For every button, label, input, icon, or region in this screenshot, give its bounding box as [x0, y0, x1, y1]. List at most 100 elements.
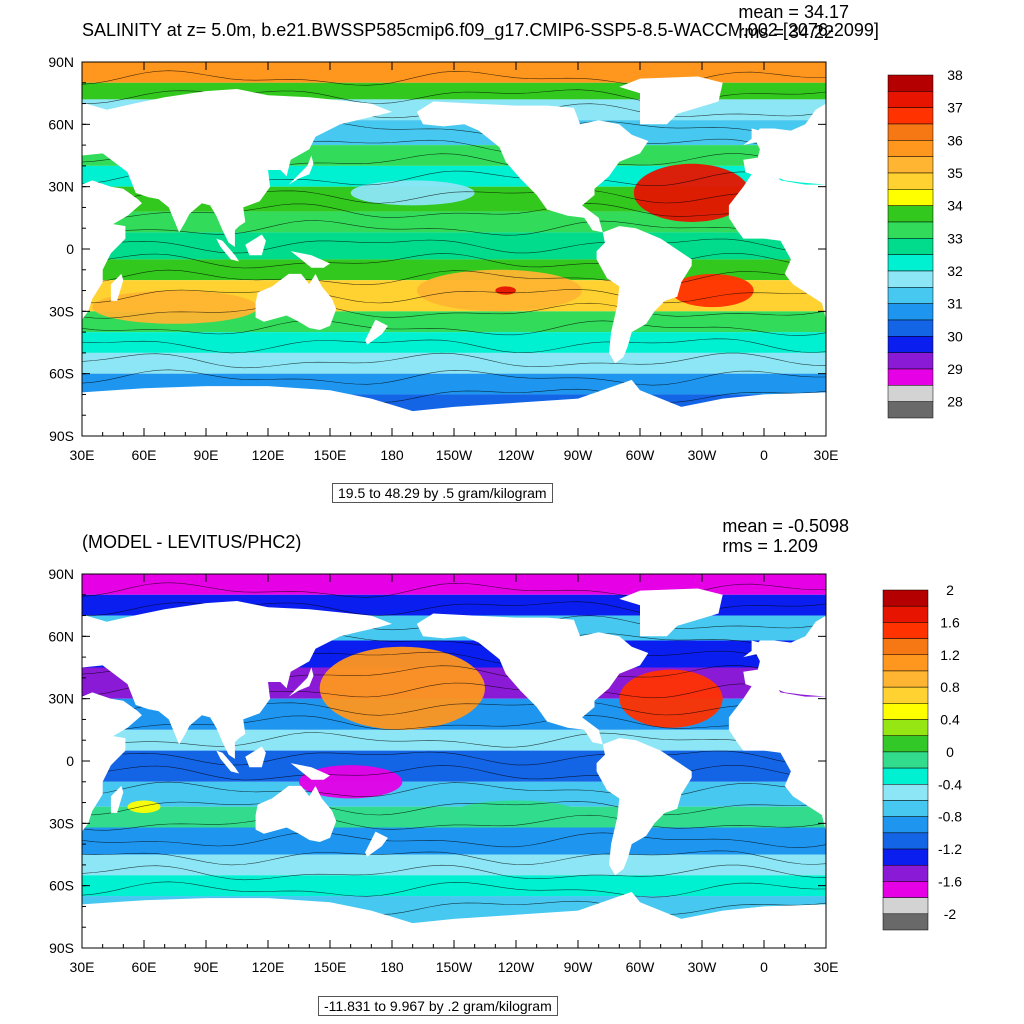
contour-line — [82, 369, 826, 386]
land-mass — [82, 891, 826, 948]
colorbar-swatch — [887, 172, 934, 190]
contour-info-box: -11.831 to 9.967 by .2 gram/kilogram — [318, 996, 558, 1016]
land-mass — [728, 103, 826, 320]
x-tick-label: 0 — [760, 959, 768, 975]
colorbar-label: -0.4 — [938, 776, 962, 792]
x-tick-label: 30W — [688, 959, 718, 975]
land-mass — [416, 101, 649, 233]
x-tick-label: 150W — [436, 447, 473, 463]
land-mass — [82, 692, 142, 832]
y-tick-label: 60S — [49, 878, 74, 894]
colorbar-label: 0 — [946, 744, 954, 760]
colorbar-label: 38 — [947, 67, 963, 83]
x-tick-label: 30E — [814, 447, 839, 463]
salinity-panel: SALINITY at z= 5.0m, b.e21.BWSSP585cmip6… — [48, 2, 963, 503]
colorbar-label: -2 — [944, 906, 957, 922]
x-tick-label: 60W — [626, 959, 656, 975]
y-tick-label: 90S — [49, 940, 74, 956]
ocean-field — [82, 62, 826, 436]
contour-line — [82, 302, 826, 319]
colorbar-label: 36 — [947, 132, 963, 148]
land-mass — [290, 251, 330, 268]
salinity-map: 30E 60E 90E 120E 150E 180 150W 120W 90W 60W 30W 0 30… — [48, 54, 963, 463]
colorbar-swatch — [887, 156, 934, 174]
land-mass — [255, 273, 337, 330]
contour-line — [82, 850, 826, 866]
land-mass — [82, 89, 392, 247]
colorbar-label: 2 — [946, 582, 954, 598]
colorbar-swatch — [882, 686, 929, 704]
colorbar-swatch — [887, 140, 934, 157]
colorbar-swatch — [882, 589, 929, 607]
colorbar-swatch — [882, 670, 929, 688]
chart-title: SALINITY at z= 5.0m, b.e21.BWSSP585cmip6… — [82, 20, 879, 40]
contour-line — [82, 781, 826, 798]
x-tick-label: 0 — [760, 447, 768, 463]
land-mass — [82, 601, 392, 759]
colorbar-label: -1.2 — [938, 841, 962, 857]
field-band — [82, 875, 826, 897]
y-tick-label: 0 — [66, 753, 74, 769]
chart-title: (MODEL - LEVITUS/PHC2) — [82, 532, 302, 552]
mean-label: mean = 34.17 — [738, 2, 849, 22]
field-band — [82, 806, 826, 828]
contour-line — [82, 814, 826, 831]
x-tick-label: 150W — [436, 959, 473, 975]
colorbar-swatch — [882, 638, 929, 656]
contour-line — [82, 203, 826, 219]
contour-line — [82, 253, 826, 269]
x-tick-label: 120W — [498, 447, 535, 463]
stats-block: mean = 34.17 rms = 34.22 — [738, 2, 849, 42]
colorbar-label: 32 — [947, 263, 963, 279]
land-mass — [596, 738, 692, 876]
x-tick-label: 30W — [688, 447, 718, 463]
land-mass — [82, 379, 826, 436]
colorbar-label: 29 — [947, 361, 963, 377]
rms-label: rms = 1.209 — [722, 536, 818, 556]
colorbar-swatch — [887, 189, 934, 206]
field-band — [82, 781, 826, 807]
colorbar-label: 35 — [947, 165, 963, 181]
field-band — [82, 827, 826, 855]
contour-line — [82, 750, 826, 766]
x-tick-label: 150E — [314, 959, 347, 975]
difference-map: 30E 60E 90E 120E 150E 180 150W 120W 90W 60W 30W 0 30… — [48, 566, 962, 975]
colorbar-label: 0.8 — [940, 679, 960, 695]
contour-line — [82, 289, 826, 304]
colorbar-swatch — [882, 654, 929, 672]
y-tick-label: 30N — [48, 691, 74, 707]
colorbar-label: 31 — [947, 296, 963, 312]
colorbar-swatch — [887, 319, 934, 337]
x-tick-label: 120E — [252, 959, 285, 975]
land-mass — [110, 273, 124, 301]
land-mass — [290, 763, 330, 780]
ocean-field — [82, 574, 826, 948]
x-tick-label: 60E — [132, 447, 157, 463]
y-tick-label: 30S — [49, 815, 74, 831]
south-pacific-anomaly — [454, 800, 578, 826]
land-mass — [619, 76, 723, 125]
x-tick-label: 90E — [194, 959, 219, 975]
contour-line — [82, 732, 826, 749]
colorbar-swatch — [887, 401, 934, 419]
colorbar-swatch — [887, 123, 934, 141]
land-mass — [743, 640, 762, 658]
north-pacific-gyre — [350, 180, 475, 206]
x-tick-label: 90W — [564, 959, 594, 975]
land-mass — [255, 785, 337, 842]
colorbar-swatch — [882, 897, 929, 915]
contour-line — [82, 864, 826, 881]
mean-label: mean = -0.5098 — [722, 516, 849, 536]
colorbar-swatch — [887, 270, 934, 288]
land-mass — [288, 155, 314, 185]
x-tick-label: 30E — [70, 447, 95, 463]
contour-line — [82, 269, 826, 286]
land-mass — [743, 128, 762, 146]
colorbar-label: 34 — [947, 198, 963, 214]
colorbar-swatch — [882, 605, 929, 623]
colorbar-label: 33 — [947, 230, 963, 246]
land-mass — [596, 226, 692, 364]
contour-info-box: 19.5 to 48.29 by .5 gram/kilogram — [332, 483, 553, 503]
colorbar-swatch — [887, 368, 934, 386]
colorbar-swatch — [887, 74, 934, 92]
